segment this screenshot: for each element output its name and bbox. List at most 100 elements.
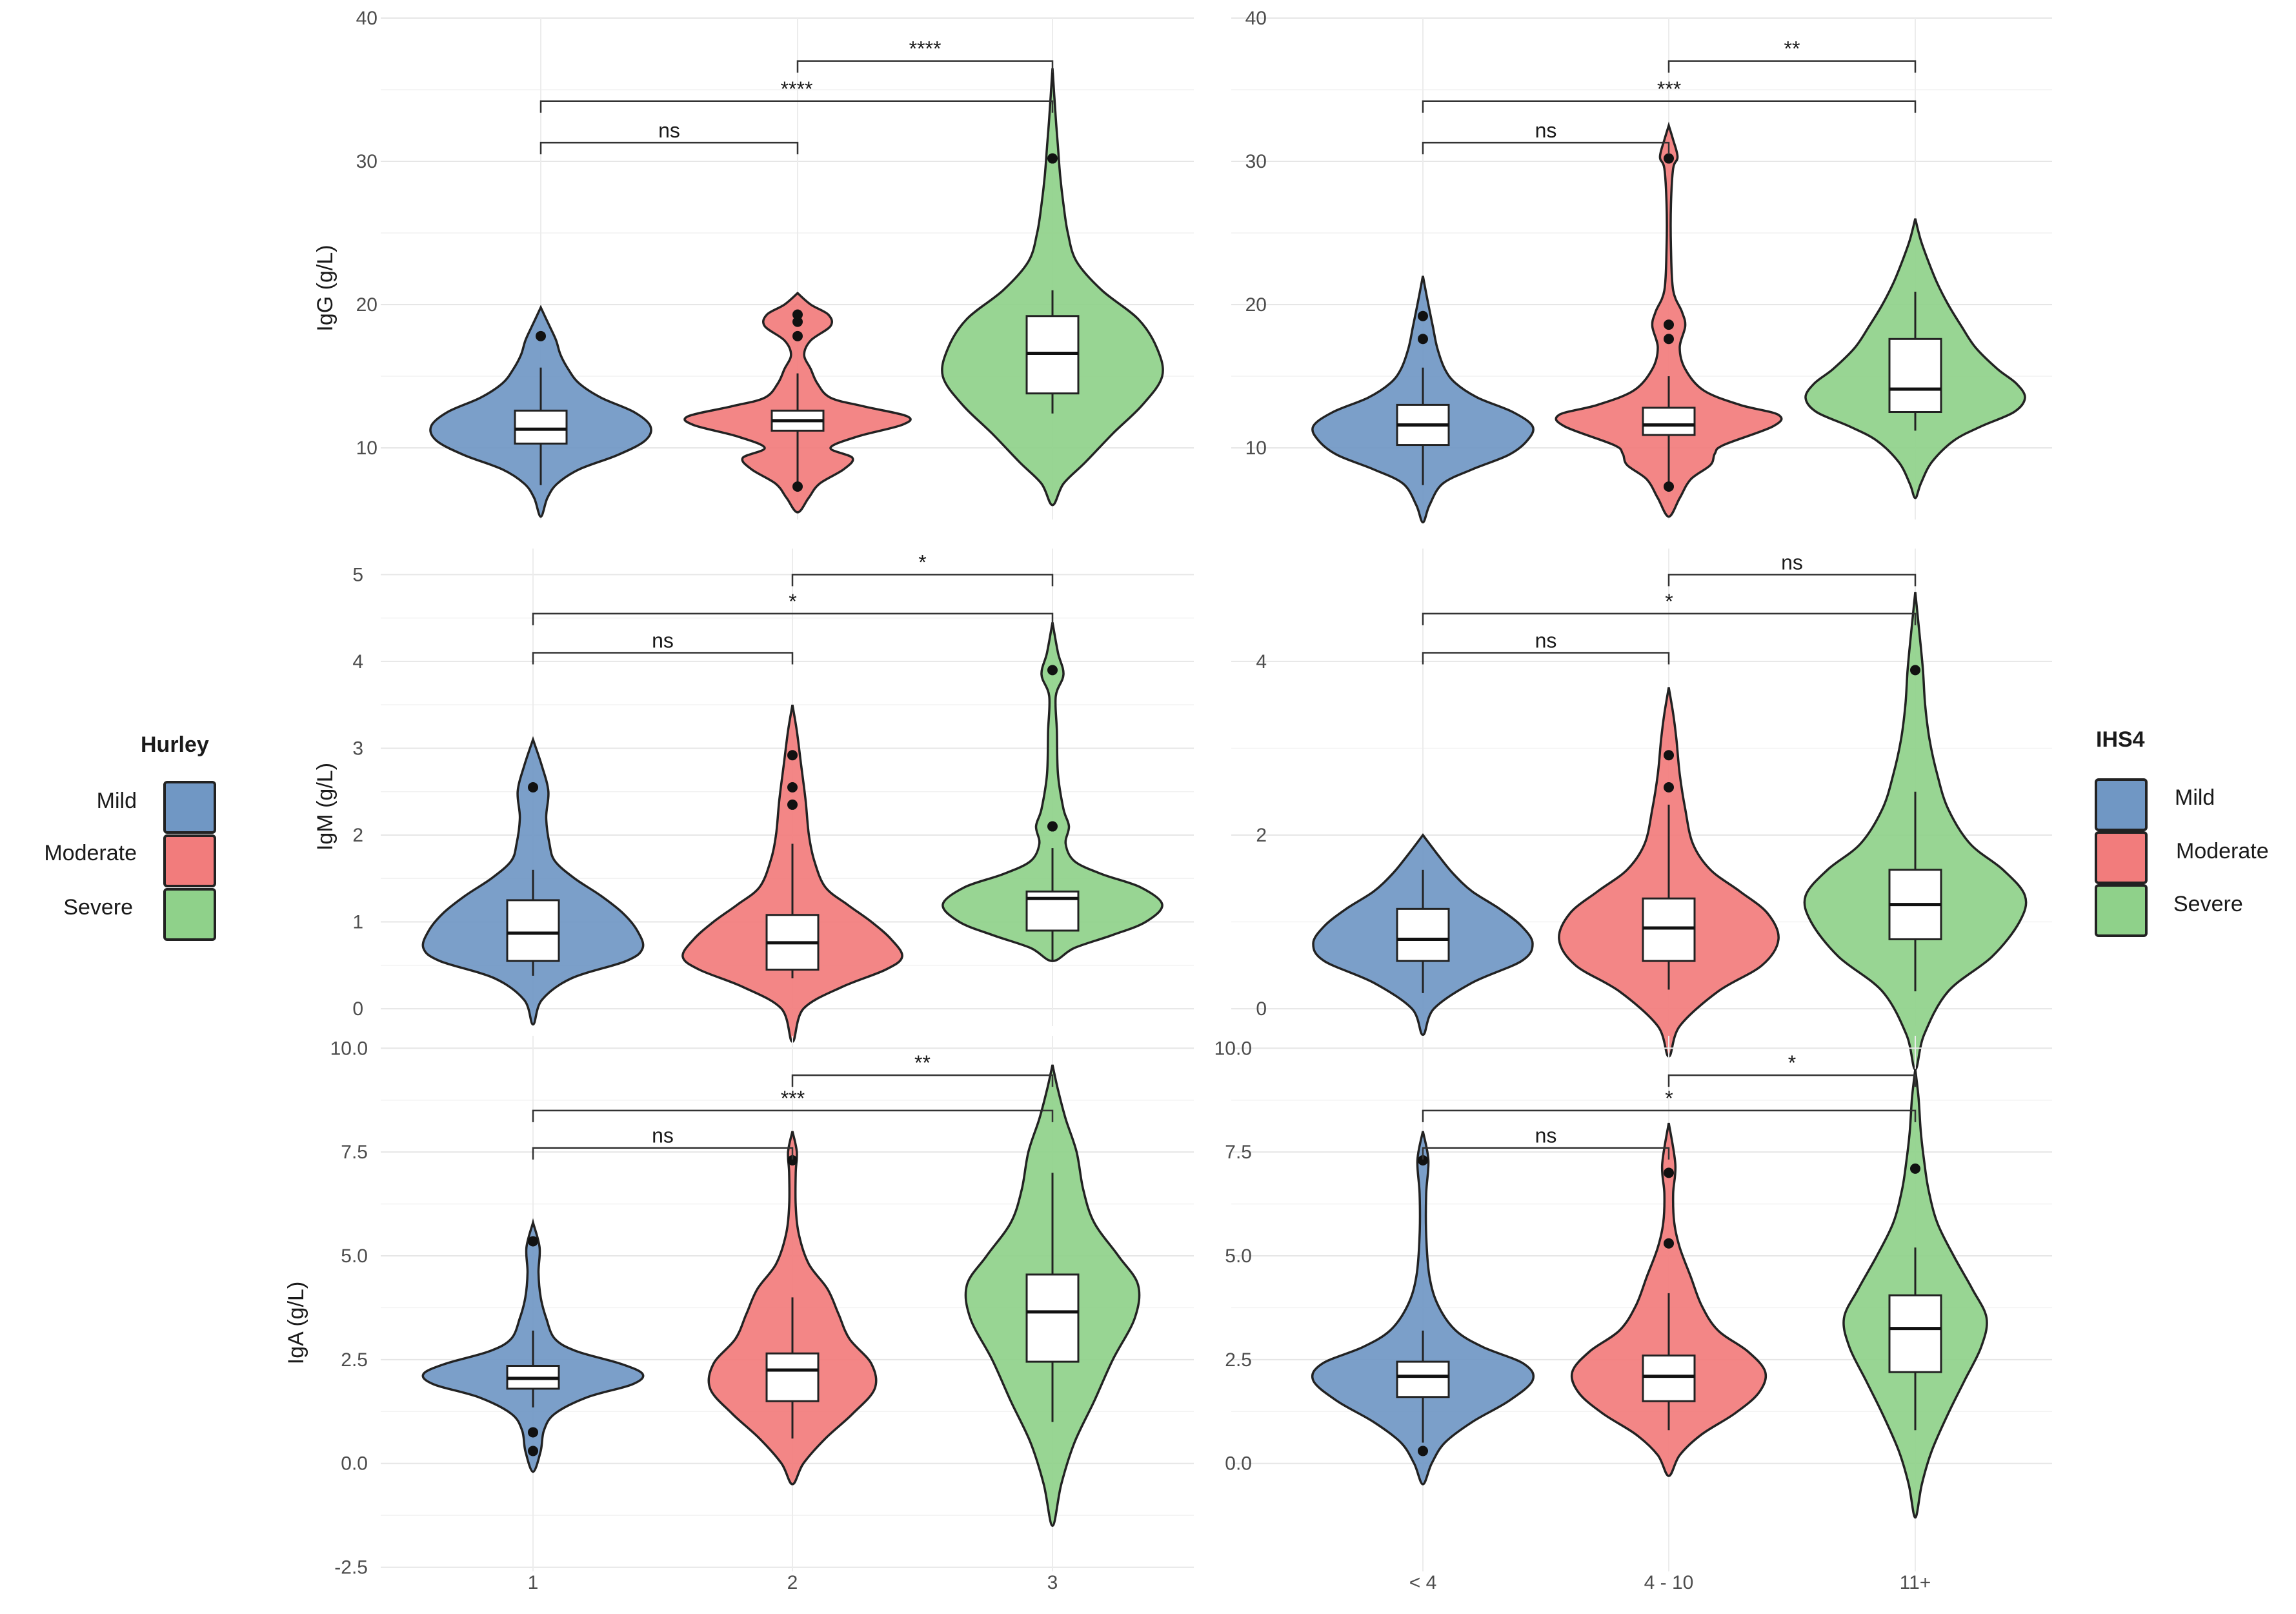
significance-brackets: ns*****	[532, 1051, 1054, 1160]
y-tick-labels: 0 2 4	[1256, 651, 1267, 1020]
y-tick-labels: 0 1 2 3 4 5	[352, 564, 363, 1020]
significance-label: ***	[781, 1087, 805, 1110]
panel-4: 0 2 4 ns * ns	[1231, 549, 2052, 1071]
y-tick-label: 0.0	[1225, 1453, 1252, 1475]
outlier-point	[1664, 153, 1674, 164]
y-tick-label: 0	[1256, 998, 1267, 1020]
bracket	[791, 574, 1054, 587]
bracket	[1667, 60, 1917, 73]
y-axis-label: IgA (g/L)	[284, 1282, 308, 1365]
legend-swatch-moderate	[2095, 831, 2148, 884]
y-tick-label: 10	[356, 438, 378, 459]
panel-6: 0.0 2.5 5.0 7.5 10.0 < 4 4 - 10 11+ ns * *	[1214, 1036, 2052, 1593]
outlier-point	[1418, 1446, 1428, 1457]
y-tick-label: 0.0	[341, 1453, 368, 1475]
outlier-point	[787, 782, 798, 792]
violin-group-severe	[1804, 218, 2026, 499]
violin-group-severe	[941, 68, 1164, 507]
y-tick-label: 0	[352, 998, 363, 1020]
y-tick-label: 2.5	[1225, 1349, 1252, 1371]
y-tick-label: 5.0	[341, 1246, 368, 1267]
significance-label: *	[918, 550, 926, 574]
legend-swatch-mild	[2095, 778, 2148, 831]
outlier-point	[1664, 1167, 1674, 1178]
x-tick-labels: 1 2 3	[528, 1572, 1058, 1593]
outlier-point	[792, 309, 803, 320]
y-tick-label: 7.5	[1225, 1142, 1252, 1163]
violin-group-moderate	[1555, 121, 1783, 518]
x-tick-label: < 4	[1409, 1572, 1437, 1593]
legend-swatch-severe	[163, 888, 216, 941]
y-axis-label: IgM (g/L)	[313, 763, 337, 851]
significance-brackets: ns*****	[1422, 37, 1917, 155]
significance-label: *	[1788, 1051, 1796, 1074]
outlier-point	[528, 782, 538, 792]
significance-label: ns	[652, 1124, 674, 1147]
violin-group-severe	[964, 1064, 1141, 1527]
box	[1642, 1354, 1696, 1402]
outlier-point	[1047, 821, 1058, 832]
bracket	[1422, 612, 1917, 625]
bracket	[791, 1074, 1054, 1087]
violin-group-mild	[1311, 276, 1535, 524]
y-tick-label: -2.5	[334, 1557, 368, 1579]
box	[514, 409, 568, 445]
violin-group-moderate	[681, 704, 903, 1043]
box	[1888, 1294, 1942, 1373]
outlier-point	[1418, 310, 1428, 321]
outlier-point	[792, 330, 803, 341]
significance-label: *	[789, 590, 796, 613]
outlier-point	[787, 750, 798, 761]
violin-group-severe	[942, 622, 1163, 962]
box	[1888, 338, 1942, 414]
y-tick-label: 30	[1245, 151, 1267, 172]
box	[1396, 1360, 1450, 1398]
y-tick-label: 3	[352, 738, 363, 759]
panel-3: 0 1 2 3 4 5 IgM (g/L) ns * *	[313, 549, 1194, 1043]
y-tick-label: 20	[1245, 294, 1267, 316]
y-tick-label: 4	[352, 651, 363, 672]
legend-title: Hurley	[141, 732, 209, 757]
box	[1642, 407, 1696, 436]
violin-group-mild	[1312, 833, 1534, 1036]
box	[765, 1352, 820, 1402]
y-tick-label: 4	[1256, 651, 1267, 672]
bracket	[539, 141, 799, 155]
y-tick-label: 5.0	[1225, 1246, 1252, 1267]
outlier-point	[1910, 665, 1920, 676]
bracket	[532, 1147, 794, 1160]
y-tick-label: 1	[352, 912, 363, 933]
bracket	[532, 652, 794, 665]
bracket	[1422, 652, 1670, 665]
y-tick-labels: 10 20 30 40	[1245, 8, 1267, 459]
violin-group-mild	[429, 305, 652, 518]
y-tick-label: 30	[356, 151, 378, 172]
y-tick-label: 2	[352, 825, 363, 846]
outlier-point	[528, 1446, 538, 1457]
bracket	[532, 1109, 1054, 1122]
panel-1: 10 20 30 40 IgG (g/L) ns **** ****	[313, 8, 1194, 520]
significance-label: ns	[1535, 1124, 1557, 1147]
legend-label-severe: Severe	[63, 895, 133, 920]
violin-group-moderate	[1570, 1122, 1767, 1477]
significance-brackets: ns **** ****	[539, 37, 1054, 155]
significance-label: ns	[652, 629, 674, 652]
y-tick-label: 10.0	[330, 1038, 368, 1059]
y-tick-labels: 10 20 30 40	[356, 8, 378, 459]
y-tick-label: 40	[356, 8, 378, 29]
y-tick-label: 10.0	[1214, 1038, 1252, 1059]
significance-label: *	[1665, 1087, 1673, 1110]
violin-severe	[942, 622, 1163, 962]
box	[506, 899, 560, 962]
violin-group-mild	[421, 736, 645, 1026]
y-tick-labels: -2.5 0.0 2.5 5.0 7.5 10.0	[330, 1038, 368, 1578]
significance-label: ns	[1535, 119, 1557, 142]
outlier-point	[1910, 1163, 1920, 1174]
outlier-point	[1418, 1155, 1428, 1166]
significance-label: ns	[1781, 550, 1803, 574]
bracket	[1422, 141, 1670, 155]
y-tick-label: 2	[1256, 825, 1267, 846]
legend-hurley: Hurley Mild Moderate Severe	[44, 732, 216, 941]
